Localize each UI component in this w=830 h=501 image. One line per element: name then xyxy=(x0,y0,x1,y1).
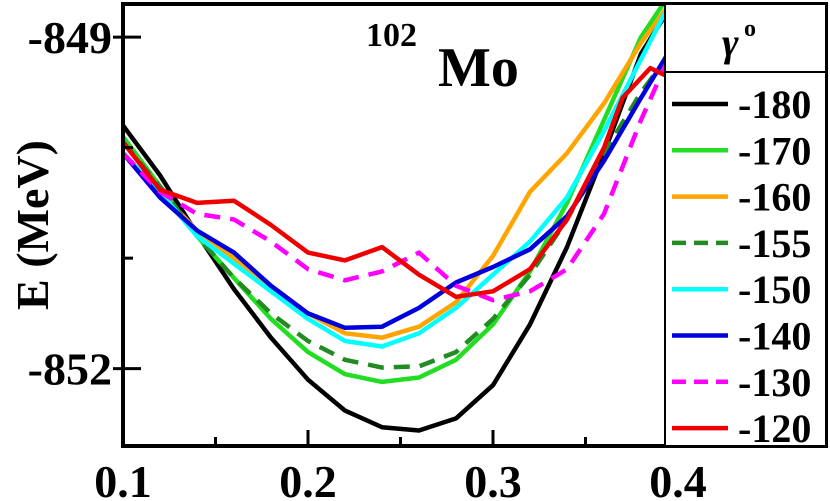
legend-label: -150 xyxy=(738,267,811,312)
title-mass-number: 102 xyxy=(366,17,417,54)
legend-label: -180 xyxy=(738,82,811,127)
legend: γ o -180-170-160-155-150-140-130-120 xyxy=(664,3,827,451)
legend-label: -170 xyxy=(738,128,811,173)
series-line-neg140 xyxy=(123,35,680,331)
ticks-layer: 0.1 0.2 0.3 0.4 -849 -852 xyxy=(28,12,772,501)
series-line-neg150 xyxy=(123,4,672,349)
series-line-neg120 xyxy=(123,65,679,300)
x-tick-label: 0.1 xyxy=(94,456,152,501)
legend-title: γ xyxy=(722,20,739,65)
legend-label: -155 xyxy=(738,221,811,266)
title-element: Mo xyxy=(438,37,519,99)
x-tick-label: 0.2 xyxy=(279,456,337,501)
y-axis-label: E (MeV) xyxy=(7,140,58,310)
legend-label: -160 xyxy=(738,175,811,220)
y-tick-label: -849 xyxy=(28,12,112,63)
legend-label: -130 xyxy=(738,360,811,405)
x-tick-label: 0.4 xyxy=(649,456,707,501)
legend-label: -140 xyxy=(738,314,811,359)
chart-title: 102 Mo xyxy=(366,17,519,99)
series-layer xyxy=(123,4,681,433)
legend-title-sup: o xyxy=(744,16,756,42)
legend-label: -120 xyxy=(738,406,811,451)
series-line-neg160 xyxy=(123,4,673,340)
legend-box xyxy=(664,3,827,447)
series-line-neg170 xyxy=(123,4,666,385)
y-tick-label: -852 xyxy=(28,344,112,395)
x-tick-label: 0.3 xyxy=(464,456,522,501)
series-line-neg155 xyxy=(123,41,680,370)
